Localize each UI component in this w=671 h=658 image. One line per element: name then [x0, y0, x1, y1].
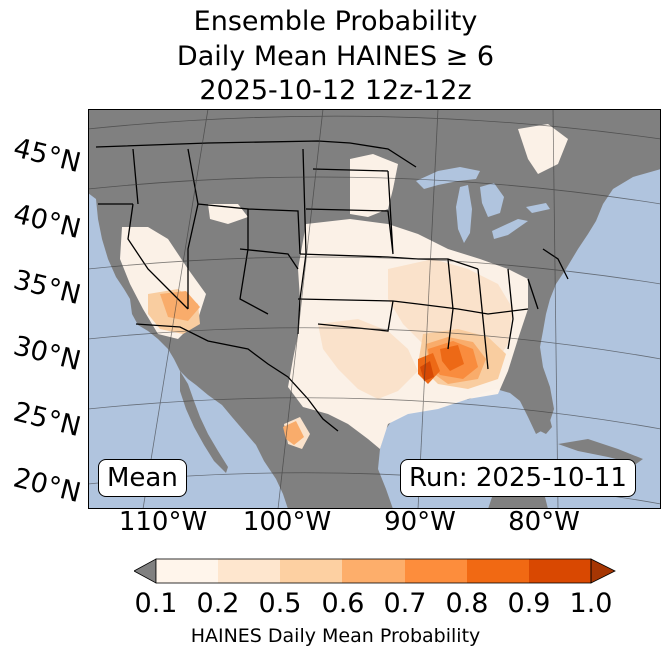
state-lines-central [297, 148, 419, 335]
title-line-3: 2025-10-12 12z-12z [199, 75, 472, 106]
lake-huron [480, 183, 504, 217]
lon-label-110: 110°W [118, 507, 208, 537]
prob-area-0-1-ne [518, 124, 568, 174]
colorbar-frame [155, 558, 592, 584]
colorbar-bin-7 [529, 559, 591, 583]
title-line-1: Ensemble Probability [193, 6, 478, 37]
lake-ontario [526, 203, 550, 213]
colorbar [134, 558, 616, 584]
title-line-2: Daily Mean HAINES ≥ 6 [176, 41, 495, 72]
parallel-35 [88, 256, 661, 285]
colorbar-tick-5: 0.8 [445, 588, 489, 619]
colorbar-bin-4 [342, 559, 405, 583]
lat-label-30: 30°N [10, 330, 84, 378]
lake-michigan [456, 185, 472, 243]
run-label: Run: 2025-10-11 [400, 459, 636, 497]
colorbar-bin-5 [405, 559, 467, 583]
lon-label-80: 80°W [508, 507, 580, 537]
colorbar-tick-0: 0.1 [134, 588, 178, 619]
parallel-25 [88, 397, 661, 430]
colorbar-tick-1: 0.2 [196, 588, 240, 619]
lon-label-100: 100°W [242, 507, 332, 537]
lon-label-90: 90°W [384, 507, 456, 537]
lake-superior [416, 167, 480, 189]
colorbar-bin-2 [218, 559, 280, 583]
colorbar-label: HAINES Daily Mean Probability [190, 625, 481, 647]
meridian-110 [142, 109, 209, 509]
parallel-40 [88, 176, 661, 205]
colorbar-tick-3: 0.6 [321, 588, 365, 619]
state-lines-east [417, 248, 569, 370]
lat-label-35: 35°N [10, 264, 84, 312]
colorbar-bin-3 [280, 559, 342, 583]
meridian-100 [277, 109, 324, 509]
prob-area-0-9 [420, 361, 434, 381]
prob-area-0-2 [318, 319, 418, 399]
colorbar-bin-1 [156, 559, 218, 583]
lake-erie [492, 219, 528, 239]
state-lines-west [98, 148, 301, 315]
borders [95, 140, 569, 432]
parallel-30 [88, 327, 661, 360]
parallel-45 [88, 115, 661, 140]
colorbar-tick-6: 0.9 [507, 588, 551, 619]
meridian-90 [417, 109, 439, 509]
land-baja [180, 371, 228, 473]
mean-label: Mean [98, 459, 187, 497]
land-cuba [558, 439, 643, 464]
lat-label-45: 45°N [10, 132, 84, 180]
meridian-80 [552, 109, 559, 509]
colorbar-under-arrow [134, 558, 157, 584]
prob-area-0-6-tx [283, 421, 304, 445]
land-florida [518, 391, 552, 434]
colorbar-over-arrow [590, 558, 616, 584]
probability-map [88, 109, 661, 509]
colorbar-tick-7: 1.0 [569, 588, 613, 619]
colorbar-tick-4: 0.7 [383, 588, 427, 619]
probability-shading [120, 124, 568, 449]
map-frame [88, 109, 661, 509]
prob-area-0-1-mtn [208, 204, 248, 224]
lat-label-25: 25°N [10, 396, 84, 444]
great-lakes [416, 167, 550, 243]
colorbar-tick-2: 0.5 [258, 588, 302, 619]
us-mexico-border [135, 323, 339, 432]
colorbar-bin-6 [467, 559, 529, 583]
lat-label-20: 20°N [10, 462, 84, 510]
prob-area-0-6-west [160, 291, 200, 321]
us-canada-border [95, 140, 417, 168]
lat-label-40: 40°N [10, 198, 84, 246]
